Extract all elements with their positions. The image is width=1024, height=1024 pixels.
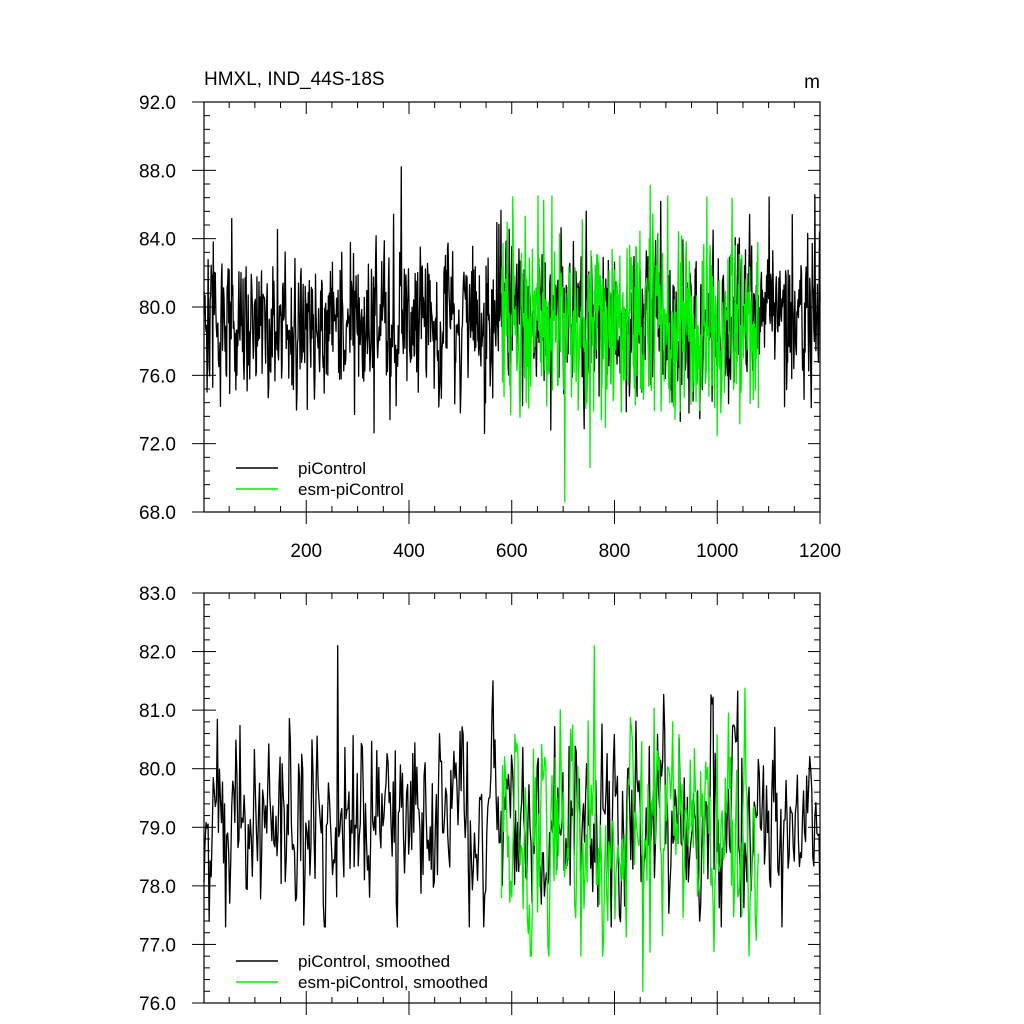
bottom-panel: 76.0 77.0 78.0 79.0 80.0 81.0 82.0 83.0 piContr… bbox=[139, 584, 821, 1015]
y-tick-label: 77.0 bbox=[139, 935, 176, 956]
y-tick-label: 78.0 bbox=[139, 877, 176, 898]
top-series-group bbox=[203, 166, 821, 503]
top-legend: piControl esm-piControl bbox=[236, 459, 404, 499]
top-chart-title: HMXL, IND_44S-18S bbox=[204, 69, 385, 90]
x-tick-label: 800 bbox=[599, 541, 631, 562]
y-tick-label: 76.0 bbox=[139, 366, 176, 387]
y-tick-label: 80.0 bbox=[139, 760, 176, 781]
y-tick-label: 80.0 bbox=[139, 298, 176, 319]
top-panel: HMXL, IND_44S-18S m 68.0 72.0 76.0 80.0 84.0… bbox=[139, 69, 841, 562]
bottom-legend-label-esm: esm-piControl, smoothed bbox=[298, 973, 488, 992]
top-x-tick-labels: 200 400 600 800 1000 1200 bbox=[290, 541, 841, 562]
series-line-esm-picontrol-smoothed bbox=[500, 645, 759, 992]
y-tick-label: 92.0 bbox=[139, 93, 176, 114]
y-tick-label: 82.0 bbox=[139, 643, 176, 664]
bottom-series-group bbox=[203, 645, 821, 992]
bottom-y-tick-labels: 76.0 77.0 78.0 79.0 80.0 81.0 82.0 83.0 bbox=[139, 584, 176, 1015]
y-tick-label: 84.0 bbox=[139, 230, 176, 251]
top-minor-ticks bbox=[204, 102, 820, 512]
series-line-esm-picontrol bbox=[500, 185, 759, 503]
y-tick-label: 68.0 bbox=[139, 503, 176, 524]
y-tick-label: 72.0 bbox=[139, 435, 176, 456]
y-tick-label: 81.0 bbox=[139, 701, 176, 722]
top-major-ticks bbox=[192, 101, 821, 524]
top-chart-units: m bbox=[804, 72, 820, 93]
bottom-major-ticks bbox=[192, 592, 821, 1015]
y-tick-label: 79.0 bbox=[139, 818, 176, 839]
y-tick-label: 88.0 bbox=[139, 161, 176, 182]
top-legend-label-esm: esm-piControl bbox=[298, 480, 404, 499]
x-tick-label: 1000 bbox=[696, 541, 738, 562]
top-legend-label-picontrol: piControl bbox=[298, 459, 366, 478]
x-tick-label: 400 bbox=[393, 541, 425, 562]
x-tick-label: 1200 bbox=[799, 541, 841, 562]
x-tick-label: 600 bbox=[496, 541, 528, 562]
bottom-legend: piControl, smoothed esm-piControl, smoot… bbox=[236, 952, 488, 992]
y-tick-label: 76.0 bbox=[139, 994, 176, 1015]
x-tick-label: 200 bbox=[290, 541, 322, 562]
bottom-legend-label-picontrol: piControl, smoothed bbox=[298, 952, 450, 971]
top-y-tick-labels: 68.0 72.0 76.0 80.0 84.0 88.0 92.0 bbox=[139, 93, 176, 524]
y-tick-label: 83.0 bbox=[139, 584, 176, 605]
